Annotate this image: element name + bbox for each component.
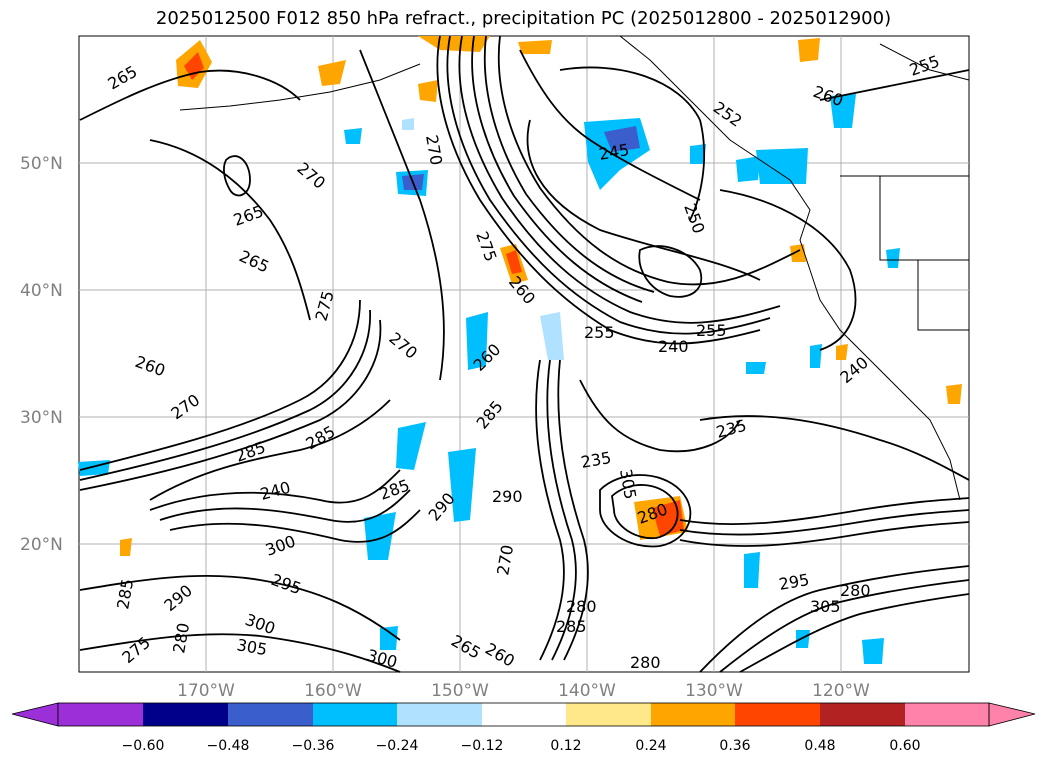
precip-shading	[78, 36, 962, 664]
colorbar: −0.60 −0.48 −0.36 −0.24 −0.12 0.12 0.24 …	[11, 702, 1036, 754]
precip-negative-area	[886, 248, 900, 268]
lat-tick-label: 30°N	[20, 408, 63, 428]
colorbar-swatch	[397, 703, 482, 726]
colorbar-tick-label: 0.60	[889, 738, 920, 754]
colorbar-max-extension	[988, 702, 1036, 727]
precip-negative-area	[746, 362, 766, 374]
lon-tick-label: 150°W	[431, 681, 489, 701]
contour-label: 280	[630, 653, 661, 672]
precip-negative-area	[690, 144, 706, 164]
precip-negative-area	[364, 512, 396, 560]
precip-positive-area	[790, 244, 806, 262]
colorbar-swatch	[651, 703, 735, 726]
colorbar-tick-label: −0.48	[207, 738, 250, 754]
colorbar-tick-label: 0.12	[550, 738, 581, 754]
contour-label: 305	[810, 597, 841, 616]
colorbar-swatch	[228, 703, 313, 726]
lon-tick-label: 140°W	[558, 681, 616, 701]
lon-tick-label: 160°W	[304, 681, 362, 701]
precip-negative-area	[466, 312, 488, 370]
colorbar-min-extension	[11, 702, 59, 727]
coastlines	[179, 35, 970, 501]
precip-negative-area	[830, 94, 856, 128]
lon-tick-label: 170°W	[177, 681, 235, 701]
precip-negative-area	[862, 638, 884, 664]
colorbar-tick-label: 0.36	[719, 738, 750, 754]
colorbar-tick-label: −0.24	[376, 738, 419, 754]
lat-tick-label: 40°N	[20, 281, 63, 301]
contour-label: 255	[696, 321, 727, 340]
lon-tick-label: 120°W	[812, 681, 870, 701]
colorbar-swatch	[313, 703, 397, 726]
colorbar-tick-label: −0.36	[292, 738, 335, 754]
colorbar-swatch	[566, 703, 651, 726]
colorbar-swatch	[820, 703, 905, 726]
precip-negative-area	[396, 422, 426, 470]
colorbar-swatch	[58, 703, 143, 726]
precip-negative-area	[796, 630, 810, 648]
colorbar-tick-label: −0.12	[461, 738, 504, 754]
precip-positive-area	[836, 344, 848, 360]
contour-label: 255	[584, 323, 615, 342]
precip-positive-area	[798, 38, 820, 62]
precip-positive-area	[946, 384, 962, 404]
precip-light-area	[540, 312, 564, 360]
lat-ticks: 50°N 40°N 30°N 20°N	[20, 154, 63, 555]
precip-positive-area	[518, 40, 552, 54]
precip-positive-area	[318, 60, 346, 86]
lat-tick-label: 20°N	[20, 535, 63, 555]
lon-ticks: 170°W 160°W 150°W 140°W 130°W 120°W	[177, 681, 870, 701]
contour-label: 280	[840, 581, 871, 600]
colorbar-swatch	[143, 703, 228, 726]
precip-positive-area	[120, 538, 132, 556]
precip-negative-area	[756, 148, 808, 184]
colorbar-swatch	[735, 703, 820, 726]
contour-label: 290	[492, 487, 523, 506]
precip-negative-area	[448, 448, 476, 522]
precip-negative-area	[344, 128, 362, 144]
lon-tick-label: 130°W	[685, 681, 743, 701]
precip-negative-area	[810, 344, 822, 368]
colorbar-tick-label: 0.48	[804, 738, 835, 754]
precip-positive-core	[506, 250, 522, 274]
precip-negative-area	[380, 626, 398, 650]
colorbar-tick-label: 0.24	[635, 738, 666, 754]
precip-negative-area	[744, 552, 760, 588]
colorbar-frame	[57, 702, 990, 727]
contour-label: 240	[658, 337, 689, 356]
lat-tick-label: 50°N	[20, 154, 63, 174]
precip-positive-core	[652, 500, 684, 536]
map-title: 2025012500 F012 850 hPa refract., precip…	[155, 8, 892, 29]
precip-negative-area	[736, 156, 760, 182]
colorbar-tick-label: −0.60	[122, 738, 165, 754]
precip-positive-area	[418, 80, 438, 102]
precip-light-area	[402, 118, 414, 130]
precip-negative-core	[604, 126, 640, 152]
refractivity-contours	[79, 35, 970, 673]
colorbar-swatch	[482, 703, 566, 726]
contour-label: 285	[556, 617, 587, 636]
contour-label: 280	[566, 597, 597, 616]
colorbar-swatch	[905, 703, 989, 726]
